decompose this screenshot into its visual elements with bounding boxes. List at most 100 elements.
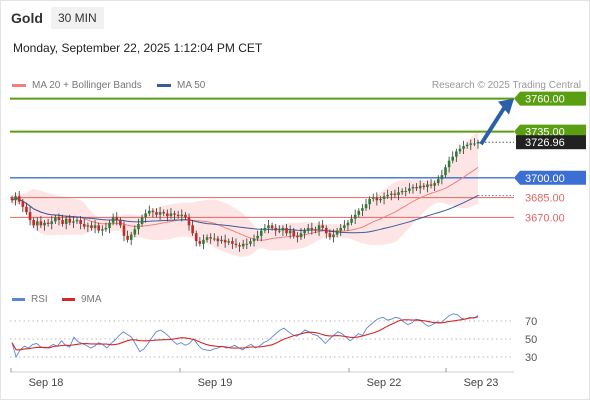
candle-body <box>263 227 267 231</box>
candle-body <box>433 183 436 186</box>
candle-body <box>288 230 292 234</box>
candle-body <box>108 222 111 228</box>
candles <box>10 138 480 252</box>
timeframe-badge[interactable]: 30 MIN <box>51 7 104 29</box>
candle-body <box>415 187 418 189</box>
legend-ma20: MA 20 + Bollinger Bands <box>12 80 142 91</box>
candle-body <box>115 217 119 221</box>
candle-body <box>296 235 299 238</box>
level-label-3685.00: 3685.00 <box>525 193 565 205</box>
candle-body <box>303 230 306 234</box>
candle-body <box>469 143 473 145</box>
rsi-label: RSI <box>31 294 48 305</box>
candle-body <box>411 187 415 189</box>
candle-body <box>346 222 350 226</box>
candle-body <box>314 229 317 231</box>
candle-body <box>61 220 64 224</box>
candle-body <box>429 184 433 186</box>
candle-body <box>241 243 245 247</box>
candle-body <box>21 201 25 207</box>
candle-body <box>335 230 339 235</box>
candle-body <box>25 206 28 213</box>
candle-body <box>339 227 343 231</box>
candle-body <box>57 217 61 221</box>
candle-body <box>46 222 50 224</box>
candle-body <box>324 227 328 234</box>
candle-body <box>455 151 458 157</box>
candle-body <box>440 175 444 180</box>
candle-body <box>447 160 451 168</box>
candle-body <box>180 214 184 217</box>
candle-body <box>119 220 122 226</box>
candle-body <box>473 143 476 145</box>
candle-body <box>259 230 263 236</box>
candle-body <box>397 192 400 195</box>
candle-body <box>274 227 278 231</box>
candle-body <box>379 198 382 201</box>
candle-body <box>209 237 212 239</box>
candle-body <box>35 221 39 226</box>
candle-body <box>202 239 205 244</box>
ma50-line <box>11 194 479 234</box>
candle-body <box>90 225 93 228</box>
candle-body <box>252 238 256 242</box>
legend-rsi-ma: 9MA <box>62 294 102 305</box>
rsi-tick-50: 50 <box>525 334 537 346</box>
candle-body <box>173 213 176 215</box>
candle-body <box>198 241 202 244</box>
candle-body <box>10 198 14 201</box>
candle-body <box>317 225 321 231</box>
candle-body <box>166 213 169 217</box>
candle-body <box>64 218 68 224</box>
ma20-label: MA 20 + Bollinger Bands <box>32 80 142 91</box>
candle-body <box>14 196 17 201</box>
rsi-tick-30: 30 <box>525 352 537 364</box>
candle-body <box>223 239 227 243</box>
legend-ma50: MA 50 <box>157 80 205 91</box>
candle-body <box>350 218 353 223</box>
candle-body <box>408 188 411 191</box>
candle-body <box>133 229 137 235</box>
candle-body <box>122 225 126 236</box>
candle-body <box>267 225 270 228</box>
candle-body <box>212 238 216 240</box>
candle-body <box>353 214 357 219</box>
candle-body <box>245 243 249 245</box>
last-price-label: 3726.96 <box>525 137 565 149</box>
rsi-ma-line <box>11 316 479 351</box>
candle-body <box>451 156 455 161</box>
candle-body <box>444 167 447 176</box>
candle-body <box>101 229 104 231</box>
ma50-label: MA 50 <box>177 80 206 91</box>
candle-body <box>39 221 43 226</box>
candle-body <box>270 225 274 228</box>
candle-body <box>28 212 32 221</box>
candle-body <box>310 227 314 230</box>
candle-body <box>104 227 108 230</box>
candle-body <box>54 217 57 222</box>
candle-body <box>465 144 469 147</box>
candle-body <box>476 142 480 144</box>
x-tick-label-Sep-22: Sep 22 <box>367 377 402 389</box>
forecast-arrow <box>479 105 507 146</box>
candle-body <box>82 224 86 227</box>
copyright-text: Research © 2025 Trading Central <box>431 80 581 91</box>
candle-body <box>162 212 166 214</box>
candle-body <box>234 243 238 246</box>
bollinger-band <box>12 131 478 257</box>
candle-body <box>68 218 72 223</box>
candle-body <box>249 241 252 244</box>
candle-body <box>361 208 364 211</box>
candle-body <box>231 241 234 244</box>
level-label-3700.00: 3700.00 <box>525 173 565 185</box>
candle-body <box>140 217 144 224</box>
candle-body <box>72 221 75 223</box>
x-tick-label-Sep-19: Sep 19 <box>198 377 233 389</box>
level-tag-3700.00 <box>514 170 586 185</box>
x-tick-label-Sep-23: Sep 23 <box>464 377 499 389</box>
x-tick-label-Sep-18: Sep 18 <box>29 377 64 389</box>
candle-body <box>97 225 100 231</box>
candle-body <box>393 193 397 195</box>
candle-body <box>137 224 140 230</box>
candle-body <box>458 148 462 152</box>
